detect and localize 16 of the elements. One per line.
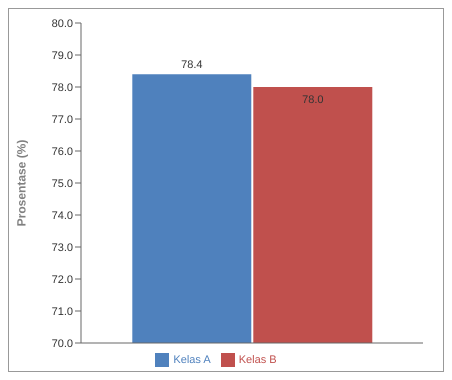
data-label: 78.4 — [181, 59, 203, 72]
legend-label: Kelas B — [238, 354, 277, 366]
y-tick-label: 80.0 — [52, 18, 73, 30]
y-tick-label: 72.0 — [52, 274, 73, 286]
y-axis-title: Prosentase (%) — [14, 140, 28, 226]
y-tick-label: 79.0 — [52, 50, 73, 62]
y-tick-label: 73.0 — [52, 242, 73, 254]
y-tick-label: 77.0 — [52, 114, 73, 126]
data-label: 78.0 — [302, 94, 324, 106]
y-tick-label: 75.0 — [52, 178, 73, 190]
y-tick-label: 71.0 — [52, 306, 73, 318]
y-tick-label: 78.0 — [52, 82, 73, 94]
y-tick-label: 70.0 — [52, 338, 73, 350]
legend-label: Kelas A — [173, 354, 211, 366]
y-tick-label: 76.0 — [52, 146, 73, 158]
y-tick-label: 74.0 — [52, 210, 73, 222]
